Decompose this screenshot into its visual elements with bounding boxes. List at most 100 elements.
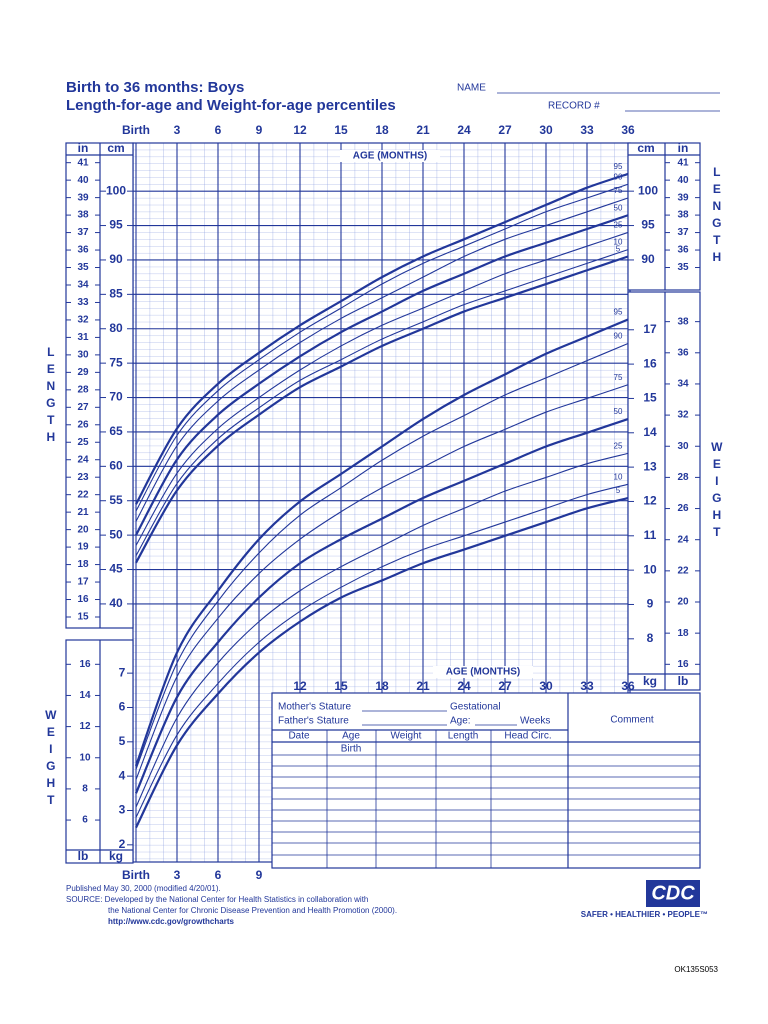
percentile-curve (135, 214, 629, 536)
title: Birth to 36 months: Boys (66, 79, 244, 96)
y-tick-label: 38 (77, 210, 89, 221)
percentile-curve (135, 249, 629, 557)
legend-label: 75 (614, 373, 623, 382)
y-tick-label: 36 (77, 245, 89, 256)
y-axis-label: WEIGHT (710, 440, 724, 542)
y-tick-label: 39 (677, 192, 689, 203)
y-tick-label: 16 (677, 659, 689, 670)
y-tick-label: 60 (109, 459, 123, 473)
y-tick-label: 30 (77, 350, 89, 361)
x-tick-label: 33 (580, 123, 594, 137)
y-tick-label: 32 (77, 315, 89, 326)
x-tick-label: 18 (375, 123, 389, 137)
y-tick-label: 25 (77, 437, 89, 448)
y-axis-label: LENGTH (44, 345, 58, 447)
legend-label: 25 (614, 221, 623, 230)
y-tick-label: 22 (677, 565, 689, 576)
y-tick-label: 65 (109, 424, 123, 438)
form-label: Father's Stature (278, 716, 349, 727)
footer-source: SOURCE: Developed by the National Center… (66, 895, 368, 904)
y-tick-label: 18 (77, 559, 89, 570)
legend-label: 75 (614, 186, 623, 195)
y-tick-label: 20 (677, 597, 689, 608)
table-header: Head Circ. (504, 731, 551, 742)
percentile-curve (135, 172, 629, 505)
legend-label: 25 (614, 441, 623, 450)
y-tick-label: 85 (109, 287, 123, 301)
tagline: SAFER • HEALTHIER • PEOPLE™ (581, 910, 708, 919)
name-label: NAME (457, 83, 486, 94)
unit-label: lb (678, 674, 689, 688)
x-tick-label: 36 (621, 679, 635, 693)
y-tick-label: 33 (77, 297, 89, 308)
legend-label: 10 (614, 238, 623, 247)
percentile-curve (135, 197, 629, 522)
footer-source: the National Center for Chronic Disease … (108, 906, 397, 915)
x-tick-label: 27 (498, 123, 512, 137)
unit-label: kg (109, 849, 123, 863)
y-tick-label: 40 (677, 175, 689, 186)
percentile-curve (135, 255, 629, 564)
legend-label: 5 (616, 245, 621, 254)
x-tick-label: 9 (256, 868, 263, 882)
y-tick-label: 39 (77, 192, 89, 203)
y-tick-label: 34 (77, 280, 89, 291)
legend-label: 50 (614, 407, 623, 416)
percentile-curve (134, 418, 629, 794)
y-tick-label: 8 (82, 784, 88, 795)
unit-label: cm (637, 141, 654, 155)
y-tick-label: 17 (77, 577, 89, 588)
y-tick-label: 21 (77, 507, 89, 518)
legend-label: 95 (614, 308, 623, 317)
y-tick-label: 20 (77, 524, 89, 535)
y-tick-label: 6 (82, 815, 88, 826)
y-tick-label: 45 (109, 562, 123, 576)
percentile-curve (135, 384, 629, 780)
y-tick-label: 29 (77, 367, 89, 378)
x-tick-label: 12 (293, 123, 307, 137)
x-tick-label: 3 (174, 123, 181, 137)
x-axis-label: AGE (MONTHS) (446, 667, 520, 678)
x-tick-label: 24 (457, 679, 471, 693)
x-tick-label: 27 (498, 679, 512, 693)
x-tick-label: 15 (334, 679, 348, 693)
y-tick-label: 13 (643, 459, 657, 473)
y-tick-label: 16 (643, 356, 657, 370)
y-tick-label: 26 (677, 503, 689, 514)
logo-box (646, 880, 700, 907)
table-header: Date (288, 731, 310, 742)
form-code: OK135S053 (674, 965, 718, 974)
x-tick-label: 36 (621, 123, 635, 137)
percentile-curve (135, 342, 629, 770)
legend-label: 95 (614, 162, 623, 171)
frame-layer (65, 92, 720, 869)
logo: CDC (651, 882, 695, 904)
percentile-curve (135, 231, 629, 546)
form-label: Comment (610, 715, 654, 726)
y-tick-label: 2 (119, 837, 126, 851)
table-cell: Birth (341, 744, 362, 755)
y-tick-label: 36 (677, 245, 689, 256)
form-rows (272, 754, 700, 856)
x-tick-label: 18 (375, 679, 389, 693)
x-tick-label: 30 (539, 679, 553, 693)
length-right-axis-box (627, 142, 701, 291)
y-tick-label: 50 (109, 527, 123, 541)
x-tick-label: 15 (334, 123, 348, 137)
subtitle: Length-for-age and Weight-for-age percen… (66, 97, 396, 114)
y-tick-label: 38 (677, 316, 689, 327)
percentile-curve (134, 318, 629, 767)
y-tick-label: 22 (77, 489, 89, 500)
record-label: RECORD # (548, 101, 600, 112)
footer-url: http://www.cdc.gov/growthcharts (108, 917, 234, 926)
x-tick-label: 9 (256, 123, 263, 137)
y-tick-label: 70 (109, 390, 123, 404)
y-tick-label: 16 (77, 594, 89, 605)
unit-label: in (78, 141, 89, 155)
fill-in-lines (362, 92, 720, 726)
y-tick-label: 28 (77, 384, 89, 395)
footer-published: Published May 30, 2000 (modified 4/20/01… (66, 884, 221, 893)
label-bg (340, 150, 440, 162)
y-tick-label: 95 (109, 218, 123, 232)
